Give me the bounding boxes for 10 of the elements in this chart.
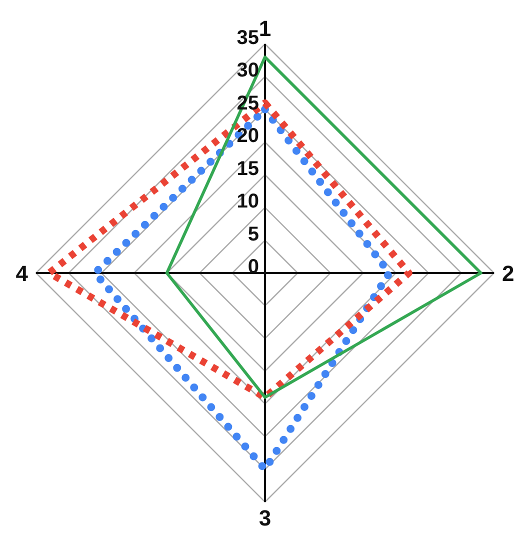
spoke-label: 2	[502, 260, 514, 286]
y-tick-label: 35	[236, 27, 259, 49]
y-tick-label: 5	[248, 223, 259, 246]
spoke-label: 3	[258, 506, 272, 531]
spoke-label: 4	[16, 260, 29, 286]
spoke-label: 1	[258, 16, 272, 41]
y-tick-label: 20	[236, 125, 259, 148]
y-tick-label: 15	[236, 158, 259, 180]
y-tick-label: 30	[236, 60, 259, 82]
y-tick-label: 10	[236, 190, 259, 213]
